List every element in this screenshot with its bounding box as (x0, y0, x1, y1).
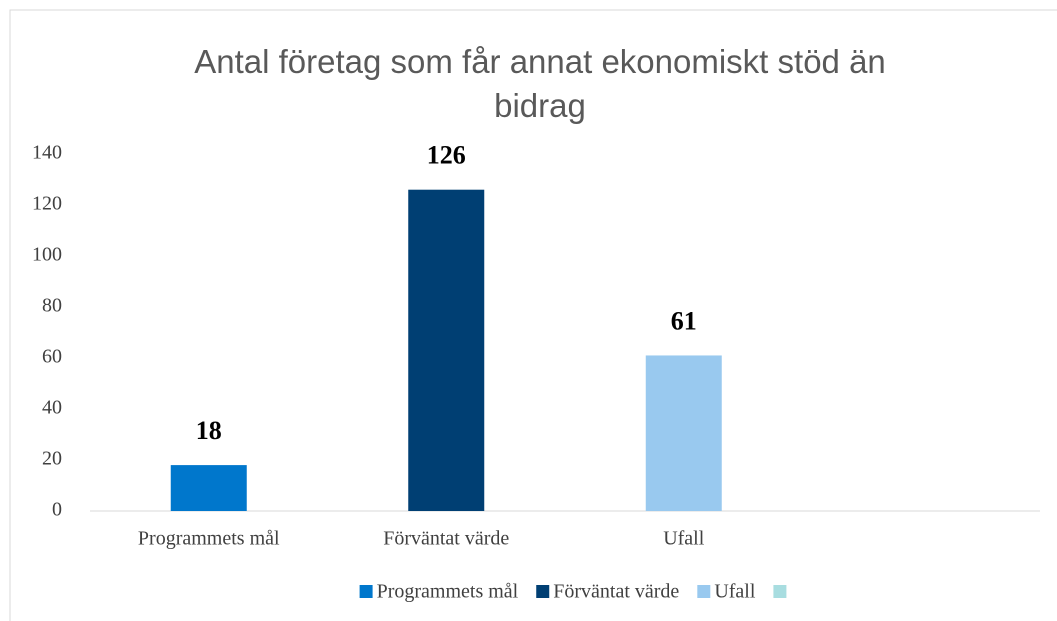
legend-swatch (359, 585, 373, 598)
x-tick-label: Förväntat värde (383, 528, 509, 550)
data-label: 126 (427, 141, 466, 170)
y-tick-label: 140 (32, 142, 62, 164)
legend-label: Programmets mål (377, 581, 519, 603)
x-tick-label: Ufall (663, 528, 705, 550)
y-tick-label: 0 (52, 499, 62, 521)
y-tick-label: 40 (42, 397, 62, 419)
bar (170, 465, 247, 511)
y-tick-label: 120 (32, 193, 62, 215)
chart-border (9, 9, 1057, 621)
y-tick-label: 60 (42, 346, 62, 368)
legend-label: Ufall (714, 581, 756, 603)
y-tick-label: 20 (42, 448, 62, 470)
legend-swatch (697, 585, 711, 598)
legend-swatch (773, 585, 787, 598)
x-tick-label: Programmets mål (138, 528, 280, 550)
y-tick-label: 100 (32, 244, 62, 266)
y-tick-label: 80 (42, 295, 62, 317)
legend-label: Förväntat värde (553, 581, 679, 603)
chart-title: Antal företag som får annat ekonomiskt s… (194, 43, 886, 124)
data-label: 18 (196, 416, 222, 445)
bar (645, 355, 722, 511)
data-label: 61 (671, 306, 697, 335)
legend-swatch (536, 585, 550, 598)
bar (408, 189, 485, 511)
